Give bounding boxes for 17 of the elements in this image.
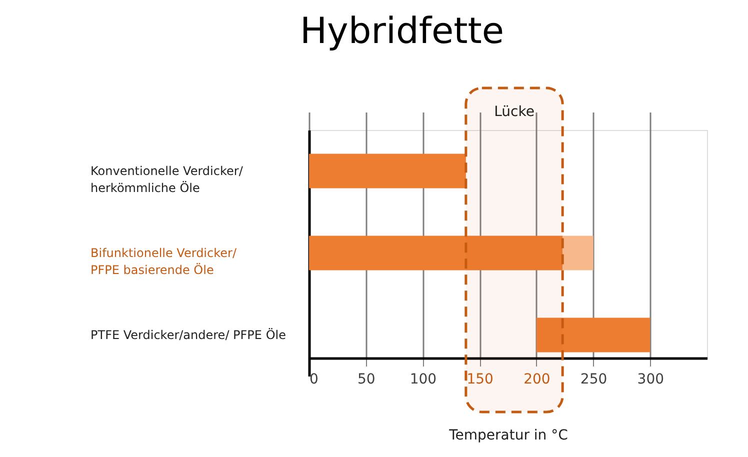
bar bbox=[309, 236, 563, 270]
bar bbox=[562, 236, 594, 270]
x-tick-label: 200 bbox=[524, 372, 550, 388]
bar bbox=[309, 154, 466, 188]
x-tick-label: 300 bbox=[637, 372, 664, 388]
x-tick-label: 50 bbox=[357, 372, 376, 388]
x-tick-label: 150 bbox=[466, 372, 494, 388]
y-tick-label: Bifunktionelle Verdicker/ PFPE basierende Öle bbox=[90, 246, 238, 277]
y-tick-label: Konventionelle Verdicker/ herkömmliche Öle bbox=[90, 164, 244, 195]
x-tick-label: 250 bbox=[580, 372, 608, 388]
y-tick-label: PTFE Verdicker/andere/ PFPE Öle bbox=[90, 328, 286, 342]
x-axis-title: Temperatur in °C bbox=[448, 428, 568, 444]
band-label: Lücke bbox=[494, 104, 534, 120]
x-tick-label: 100 bbox=[410, 372, 437, 388]
bar bbox=[536, 318, 650, 352]
x-tick-label: 0 bbox=[310, 372, 318, 388]
chart-title: Hybridfette bbox=[300, 10, 504, 52]
